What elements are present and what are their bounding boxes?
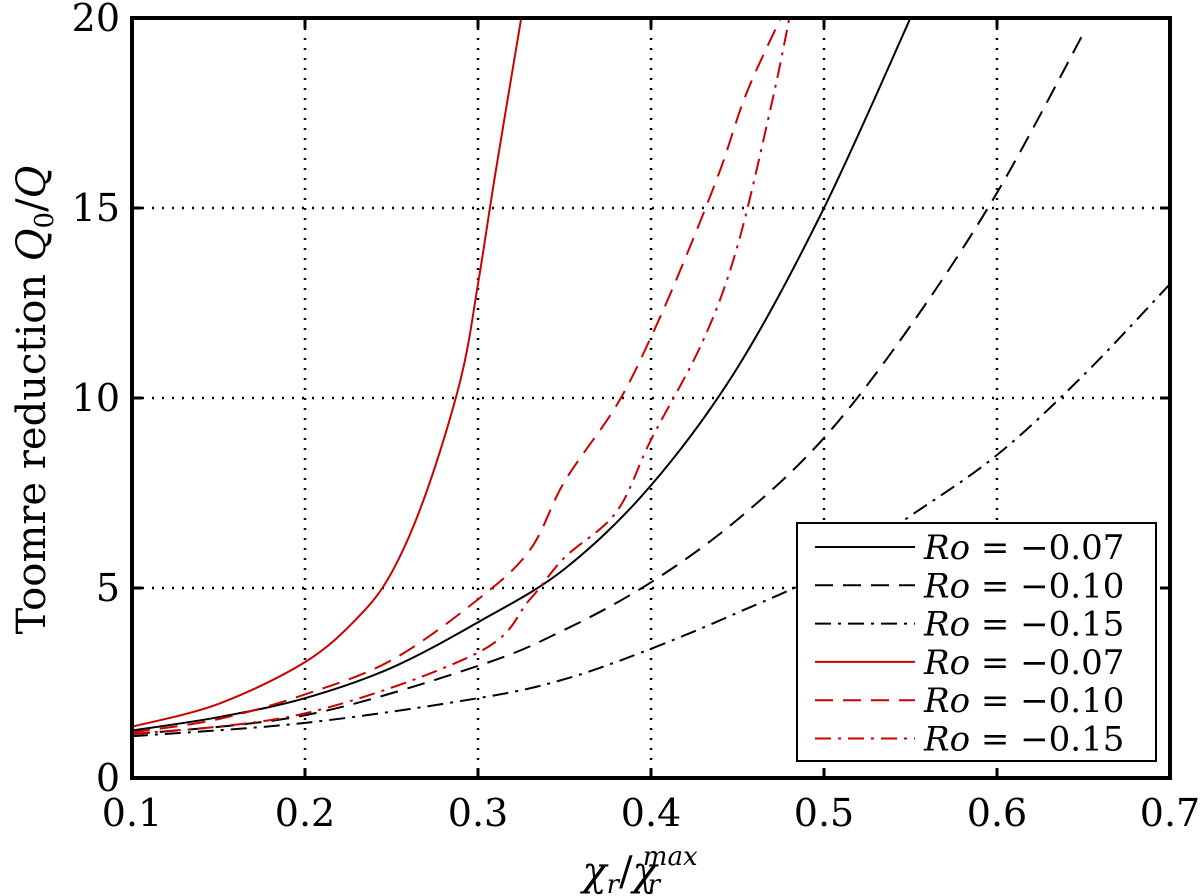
legend-label: Ro = −0.15 — [923, 605, 1124, 645]
x-tick-label: 0.1 — [102, 791, 162, 835]
x-tick-label: 0.2 — [275, 791, 335, 835]
legend-label: Ro = −0.10 — [923, 681, 1124, 721]
series-line-1 — [132, 18, 912, 732]
x-tick-label: 0.6 — [967, 791, 1027, 835]
y-tick-label: 0 — [96, 756, 120, 800]
x-tick-label: 0.5 — [794, 791, 854, 835]
series-line-2 — [132, 32, 1085, 736]
x-axis-label: χr/χmax r — [579, 842, 698, 896]
y-tick-label: 5 — [96, 566, 120, 610]
legend-label: Ro = −0.07 — [923, 528, 1124, 568]
y-axis-label: Toomre reduction Q0/Q — [9, 166, 60, 635]
y-tick-label: 10 — [72, 376, 120, 420]
y-tick-label: 15 — [72, 186, 120, 230]
legend-label: Ro = −0.15 — [923, 720, 1124, 760]
legend-label: Ro = −0.07 — [923, 643, 1124, 683]
series-layer — [132, 18, 1170, 738]
grid-lines — [132, 18, 1170, 778]
ticks: 0.1 0.2 0.3 0.4 0.5 0.6 0.7 0 5 10 15 20 — [72, 0, 1200, 835]
y-tick-label: 20 — [72, 0, 120, 40]
series-line-4 — [132, 18, 523, 728]
x-tick-label: 0.4 — [621, 791, 681, 835]
legend-box — [796, 522, 1157, 762]
x-tick-label: 0.3 — [448, 791, 508, 835]
x-tick-label: 0.7 — [1140, 791, 1200, 835]
series-line-3 — [132, 283, 1170, 738]
series-line-5 — [132, 18, 782, 734]
series-line-6 — [132, 18, 791, 736]
legend-label: Ro = −0.10 — [923, 566, 1124, 606]
